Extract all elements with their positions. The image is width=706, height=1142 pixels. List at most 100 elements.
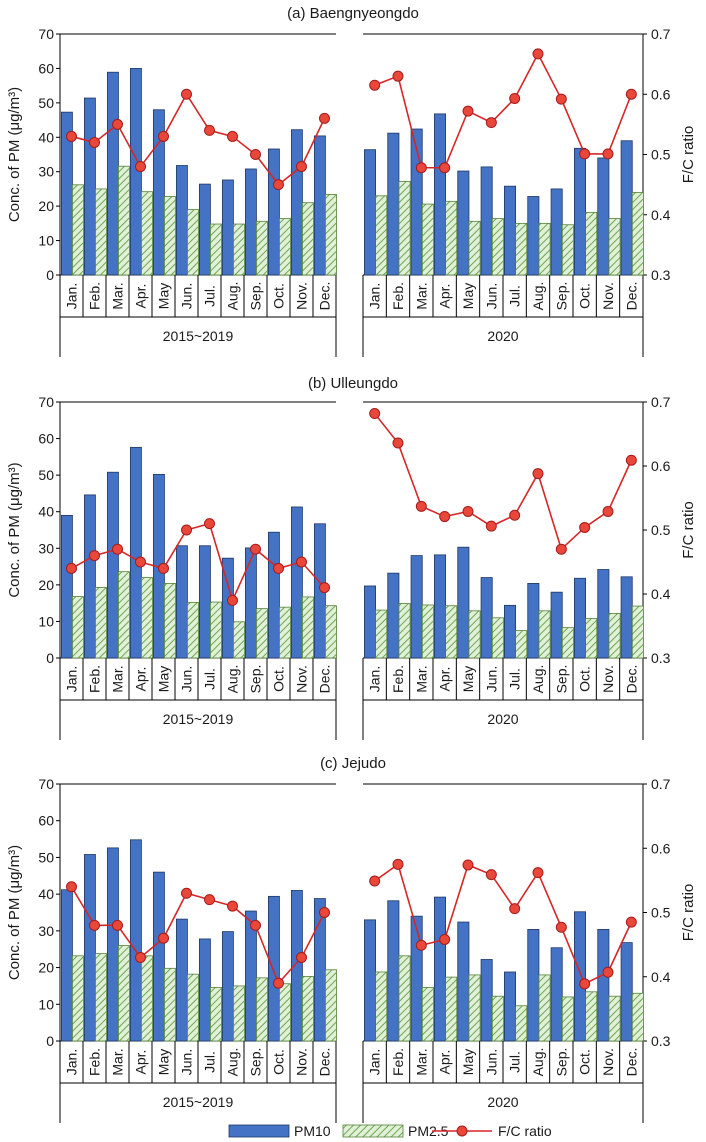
fc-ratio-marker: [112, 543, 123, 555]
fc-ratio-marker: [89, 550, 100, 562]
bar-pm25: [491, 617, 504, 659]
bar-pm10: [363, 585, 376, 659]
y2-tick-label: 0.4: [651, 969, 671, 985]
x-tick-label: Mar.: [413, 665, 429, 692]
bar-pm10: [221, 179, 234, 276]
group-label: 2020: [487, 1094, 518, 1110]
x-tick-label: Oct.: [577, 666, 593, 692]
bar-pm10: [480, 959, 493, 1042]
fc-ratio-marker: [509, 509, 521, 521]
x-tick-label: Jul.: [202, 285, 218, 307]
bar-pm25: [325, 194, 337, 276]
x-tick-label: Jan.: [367, 283, 383, 309]
x-tick-label: Nov.: [294, 1048, 310, 1076]
y2-tick-label: 0.3: [651, 1033, 671, 1049]
bar-pm10: [129, 446, 142, 659]
bar-pm10: [480, 166, 493, 276]
bar-pm10: [83, 97, 96, 276]
bar-pm25: [95, 188, 107, 276]
fc-ratio-marker: [625, 454, 637, 466]
fc-ratio-marker: [392, 70, 404, 82]
y2-tick-label: 0.7: [651, 394, 671, 410]
x-tick-label: Dec.: [623, 665, 639, 694]
bar-pm10: [620, 942, 633, 1042]
bar-pm25: [585, 991, 598, 1042]
panel-3: (c) Jejudo 0 10 20 30 40 50 60 70 0.3 0.4 0.5 0.6 0.7…: [6, 755, 697, 1123]
legend-fc-label: F/C ratio: [498, 1123, 552, 1139]
fc-ratio-marker: [415, 162, 427, 174]
x-tick-label: Jan.: [64, 1049, 80, 1075]
x-tick-label: May: [156, 666, 172, 692]
bar-pm25: [468, 974, 481, 1042]
y2-tick-label: 0.7: [651, 26, 671, 42]
bar-pm10: [221, 557, 234, 659]
bar-pm25: [468, 220, 481, 276]
y-tick-label: 0: [46, 1033, 54, 1049]
fc-ratio-marker: [135, 161, 146, 173]
y-tick-label: 50: [38, 467, 54, 483]
bar-pm10: [175, 545, 188, 659]
bar-pm25: [187, 973, 199, 1042]
x-tick-label: May: [460, 666, 476, 692]
fc-ratio-marker: [204, 124, 215, 136]
y-tick-label: 20: [38, 960, 54, 976]
y2-tick-label: 0.6: [651, 840, 671, 856]
bar-pm10: [244, 168, 257, 276]
fc-ratio-marker: [462, 505, 474, 517]
bar-pm10: [290, 890, 303, 1042]
bar-pm25: [256, 220, 268, 276]
bar-pm10: [175, 165, 188, 276]
bar-pm10: [106, 71, 119, 276]
fc-ratio-marker: [250, 919, 261, 931]
bar-pm10: [410, 915, 423, 1042]
x-tick-label: Sep.: [248, 282, 264, 311]
y2-tick-label: 0.7: [651, 776, 671, 792]
bar-pm25: [608, 995, 621, 1042]
bar-pm25: [421, 203, 434, 276]
bar-pm10: [503, 185, 516, 276]
x-tick-label: Dec.: [623, 1048, 639, 1077]
x-tick-label: Feb.: [87, 665, 103, 693]
bar-pm25: [233, 985, 245, 1042]
x-tick-label: Oct.: [577, 1049, 593, 1075]
y2-tick-label: 0.3: [651, 650, 671, 666]
bar-pm25: [515, 630, 528, 659]
bar-pm25: [141, 191, 153, 276]
bar-pm10: [244, 910, 257, 1042]
bar-pm10: [550, 947, 563, 1042]
fc-ratio-marker: [273, 977, 284, 989]
x-tick-label: Nov.: [600, 665, 616, 693]
fc-ratio-marker: [66, 562, 77, 574]
fc-ratio-marker: [227, 900, 238, 912]
fc-ratio-marker: [158, 932, 169, 944]
x-tick-label: Jul.: [202, 1051, 218, 1073]
y-tick-label: 60: [38, 813, 54, 829]
fc-ratio-marker: [532, 867, 544, 879]
bar-pm25: [279, 606, 291, 659]
x-tick-label: Aug.: [530, 1048, 546, 1077]
x-tick-label: Dec.: [623, 282, 639, 311]
bar-pm25: [302, 202, 314, 276]
bar-pm10: [152, 109, 165, 276]
bar-pm10: [290, 129, 303, 276]
fc-ratio-marker: [227, 130, 238, 142]
x-tick-label: Nov.: [294, 282, 310, 310]
bar-pm25: [325, 605, 337, 659]
chart-title: (b) Ulleungdo: [308, 375, 398, 392]
x-tick-label: May: [156, 1049, 172, 1075]
bar-pm25: [118, 571, 130, 659]
bar-pm25: [398, 603, 411, 659]
y-tick-label: 60: [38, 431, 54, 447]
bar-pm10: [503, 971, 516, 1042]
bar-pm10: [480, 577, 493, 659]
bar-pm10: [83, 854, 96, 1042]
x-tick-label: Dec.: [317, 1048, 333, 1077]
bar-pm25: [631, 605, 644, 659]
fc-ratio-marker: [227, 594, 238, 606]
x-tick-label: May: [156, 283, 172, 309]
bar-pm25: [210, 986, 222, 1042]
fc-ratio-marker: [485, 117, 497, 129]
fc-ratio-marker: [204, 518, 215, 530]
fc-ratio-marker: [415, 500, 427, 512]
bar-pm10: [175, 918, 188, 1042]
